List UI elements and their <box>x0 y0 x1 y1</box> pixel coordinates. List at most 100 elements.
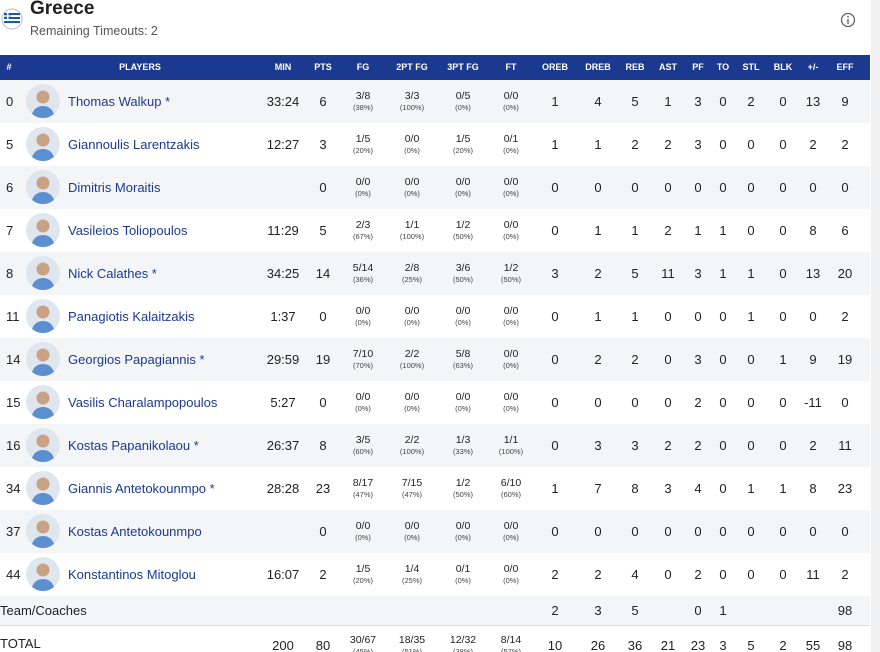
stat-cell: 11 <box>661 265 675 281</box>
made-attempted: 1/5 <box>355 562 371 575</box>
avatar-figure <box>31 477 55 505</box>
stat-cell: 2 <box>631 351 639 367</box>
player-name[interactable]: Dimitris Moraitis <box>68 180 161 195</box>
made-attempted: 1/1 <box>404 218 420 231</box>
player-name[interactable]: Vasilis Charalampopoulos <box>68 395 218 410</box>
stat-cell: 1 <box>551 93 559 109</box>
made-attempted: 0/5 <box>455 89 471 102</box>
stat-cell: 6 <box>841 222 849 238</box>
player-name[interactable]: Thomas Walkup * <box>68 94 171 109</box>
player-name[interactable]: Panagiotis Kalaitzakis <box>68 309 195 324</box>
made-attempted: 1/5 <box>355 132 371 145</box>
percentage: (0%) <box>355 317 371 327</box>
stat-cell: 0 <box>719 437 727 453</box>
stat-cell: -11 <box>804 394 822 410</box>
made-attempted: 0/0 <box>404 304 420 317</box>
player-name[interactable]: Vasileios Toliopoulos <box>68 223 188 238</box>
percentage: (0%) <box>355 403 371 413</box>
percentage: (36%) <box>352 274 373 284</box>
stat-cell: 0 <box>779 437 787 453</box>
stat-cell: 14 <box>315 265 331 281</box>
made-attempted: 0/0 <box>503 347 519 360</box>
player-name[interactable]: Giannoulis Larentzakis <box>68 137 200 152</box>
player-name[interactable]: Giannis Antetokounmpo * <box>68 481 215 496</box>
player-name[interactable]: Kostas Papanikolaou * <box>68 438 199 453</box>
shot-cell: 1/2 (50%) <box>452 476 474 500</box>
shot-cell: 0/0 (0%) <box>503 347 519 371</box>
stat-cell: 2 <box>694 394 702 410</box>
stat-cell: 0 <box>694 179 702 195</box>
player-avatar <box>26 84 60 118</box>
made-attempted: 1/1 <box>503 433 519 446</box>
stat-cell: 2 <box>809 136 817 152</box>
shot-cell: 0/0 (0%) <box>503 90 519 113</box>
percentage: (50%) <box>452 489 474 499</box>
made-attempted: 0/0 <box>455 519 471 532</box>
stat-cell: 3 <box>664 480 672 496</box>
made-attempted: 8/14 <box>500 633 522 646</box>
column-header: FT <box>505 62 517 72</box>
avatar-figure <box>31 305 55 333</box>
stat-cell: 3 <box>631 437 639 453</box>
stat-cell: 8 <box>809 222 817 238</box>
percentage: (20%) <box>352 145 374 155</box>
player-name[interactable]: Georgios Papagiannis * <box>68 352 205 367</box>
stat-cell: 5 <box>631 602 639 618</box>
made-attempted: 0/0 <box>355 175 371 188</box>
shot-cell: 1/5 (20%) <box>353 562 373 586</box>
stat-cell: 2 <box>841 308 849 324</box>
shot-cell: 3/6 (50%) <box>453 262 473 285</box>
percentage: (0%) <box>503 360 519 370</box>
stat-cell: 1 <box>747 308 755 324</box>
made-attempted: 0/1 <box>455 562 471 575</box>
column-header: AST <box>659 62 677 72</box>
percentage: (0%) <box>455 317 471 327</box>
info-icon[interactable] <box>840 12 856 28</box>
stat-cell: 0 <box>719 480 727 496</box>
player-row <box>0 553 870 597</box>
made-attempted: 0/0 <box>404 175 420 188</box>
column-header: REB <box>625 62 645 72</box>
percentage: (100%) <box>498 446 524 456</box>
percentage: (47%) <box>352 489 373 499</box>
player-row <box>0 467 870 511</box>
shot-cell: 0/0 (0%) <box>455 305 471 328</box>
stat-cell: 0 <box>694 308 702 324</box>
stat-cell: 5 <box>631 265 639 281</box>
made-attempted: 1/5 <box>455 132 471 145</box>
stat-cell: 0 <box>594 523 602 539</box>
made-attempted: 2/8 <box>404 261 420 274</box>
shot-cell: 0/0 (0%) <box>355 391 371 414</box>
player-name[interactable]: Konstantinos Mitoglou <box>68 567 196 582</box>
made-attempted: 1/2 <box>455 476 471 489</box>
stat-cell: 2 <box>779 637 787 652</box>
stat-cell: 0 <box>551 222 559 238</box>
shot-cell: 0/0 (0%) <box>404 175 420 199</box>
percentage: (0%) <box>404 403 420 413</box>
made-attempted: 0/0 <box>404 390 420 403</box>
percentage: (0%) <box>503 403 519 413</box>
percentage: (0%) <box>503 188 519 198</box>
player-name[interactable]: Nick Calathes * <box>68 266 157 281</box>
player-name[interactable]: Kostas Antetokounmpo <box>68 524 202 539</box>
stat-cell: 0 <box>319 308 327 324</box>
stat-cell: 3 <box>594 602 602 618</box>
percentage: (50%) <box>452 231 474 241</box>
shot-cell: 0/0 (0%) <box>503 520 519 543</box>
made-attempted: 6/10 <box>500 476 522 489</box>
stat-cell: 0 <box>747 136 755 152</box>
jersey-number: 8 <box>6 266 14 281</box>
percentage: (20%) <box>452 145 474 155</box>
percentage: (0%) <box>503 575 519 585</box>
column-header: FG <box>356 62 370 72</box>
player-row <box>0 338 870 382</box>
column-header: STL <box>742 62 760 72</box>
avatar-figure <box>31 262 55 290</box>
made-attempted: 0/0 <box>404 519 420 532</box>
shot-cell: 0/0 (0%) <box>503 305 519 328</box>
column-header: EFF <box>836 62 854 72</box>
stat-cell: 98 <box>837 602 853 618</box>
stat-cell: 0 <box>594 394 602 410</box>
player-avatar <box>26 256 60 290</box>
